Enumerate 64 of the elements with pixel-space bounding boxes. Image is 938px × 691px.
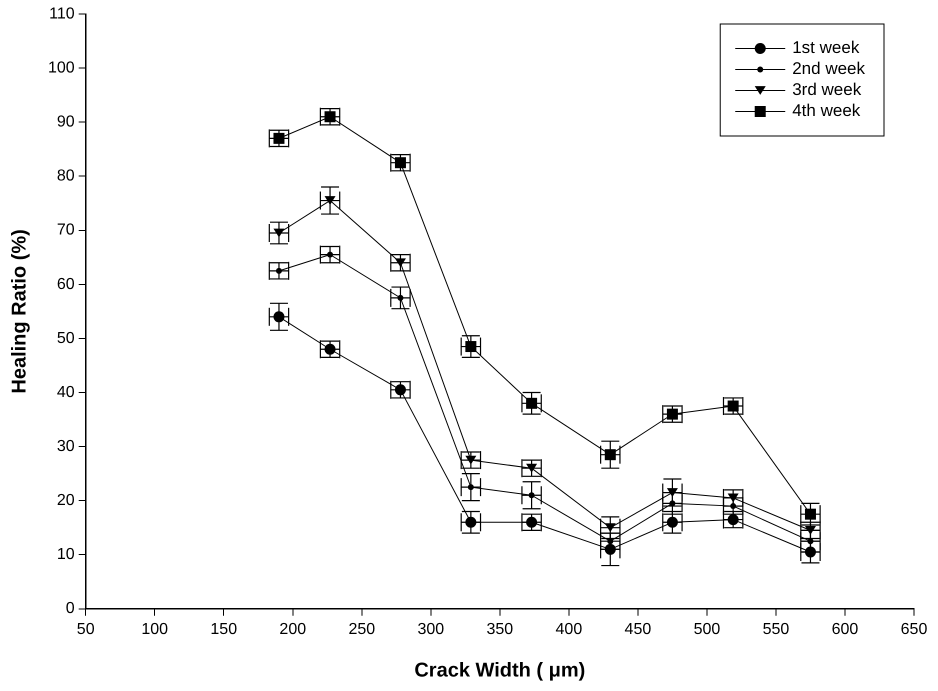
y-tick-label: 20: [56, 492, 75, 510]
point: [730, 503, 736, 510]
x-tick-label: 250: [348, 620, 376, 638]
x-tick-label: 600: [832, 620, 858, 638]
legend-label: 1st week: [792, 38, 860, 58]
legend-label: 3rd week: [792, 80, 862, 100]
point: [327, 252, 334, 258]
x-tick-label: 50: [76, 620, 95, 638]
x-tick-label: 650: [900, 620, 928, 638]
x-tick-label: 300: [417, 620, 444, 638]
point: [394, 157, 406, 168]
y-tick-label: 70: [56, 222, 75, 239]
point: [666, 408, 678, 420]
point: [273, 132, 284, 144]
y-axis-title: Healing Ratio (%): [8, 229, 31, 394]
y-tick-label: 100: [48, 59, 75, 76]
x-tick-label: 150: [210, 620, 238, 638]
point: [526, 516, 538, 528]
y-tick-label: 40: [56, 384, 75, 401]
y-tick-label: 110: [49, 5, 75, 22]
x-tick-label: 550: [762, 620, 790, 638]
point: [526, 464, 538, 473]
point: [273, 228, 284, 238]
y-tick-label: 30: [56, 438, 75, 455]
point: [666, 516, 678, 528]
point: [528, 492, 535, 498]
x-tick-label: 450: [624, 620, 652, 638]
point: [728, 494, 739, 502]
x-tick-label: 200: [279, 620, 306, 638]
point: [604, 523, 616, 532]
x-tick-label: 350: [486, 620, 514, 638]
legend-label: 2nd week: [792, 59, 866, 78]
point: [465, 516, 476, 528]
point: [394, 384, 406, 396]
point: [468, 484, 474, 490]
point: [273, 311, 284, 322]
x-tick-label: 100: [141, 620, 168, 638]
y-tick-label: 0: [66, 600, 75, 618]
point: [804, 508, 816, 520]
y-tick-label: 90: [56, 114, 75, 131]
point: [324, 196, 336, 205]
x-axis-title: Crack Width ( μm): [414, 660, 586, 682]
point: [804, 526, 816, 535]
y-tick-label: 50: [56, 330, 75, 347]
point: [728, 400, 739, 412]
point: [397, 294, 404, 301]
y-tick-label: 10: [56, 546, 75, 564]
point: [465, 341, 476, 352]
point: [276, 268, 282, 274]
x-tick-label: 400: [556, 620, 582, 638]
legend-label: 4th week: [792, 101, 861, 120]
point: [604, 449, 616, 460]
y-tick-label: 80: [56, 168, 75, 185]
point: [324, 111, 336, 122]
point: [526, 398, 538, 409]
x-tick-label: 500: [694, 620, 720, 638]
point: [804, 546, 816, 558]
point: [465, 456, 476, 464]
point: [394, 258, 406, 268]
y-tick-label: 60: [56, 276, 75, 293]
point: [728, 514, 739, 526]
point: [604, 544, 616, 555]
point: [666, 488, 678, 497]
point: [324, 344, 336, 355]
